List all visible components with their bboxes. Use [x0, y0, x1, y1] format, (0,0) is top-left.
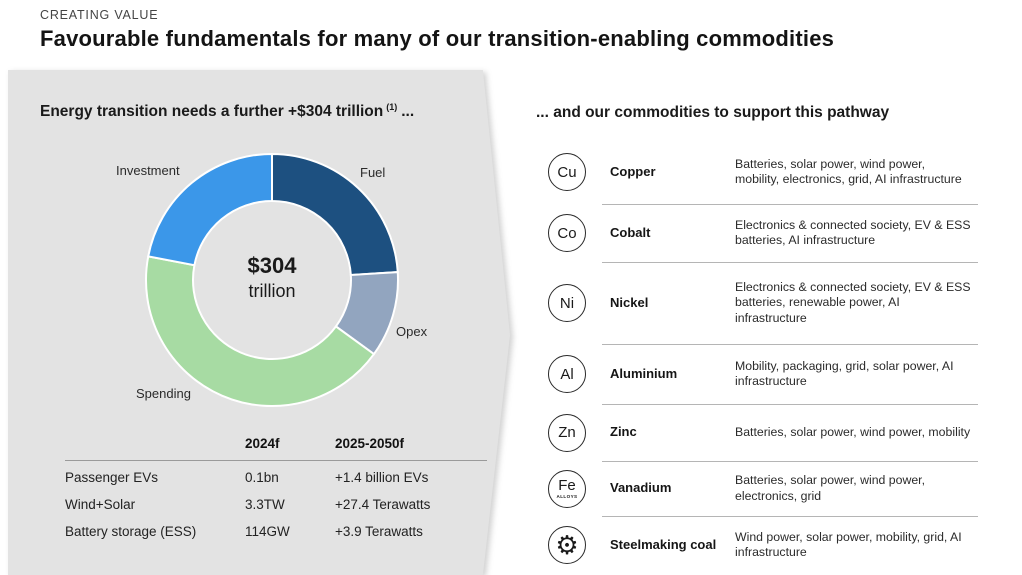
left-panel: Energy transition needs a further +$304 …	[8, 70, 510, 575]
commodity-description: Batteries, solar power, wind power, mobi…	[735, 156, 962, 186]
commodity-name: Copper	[610, 163, 656, 179]
eyebrow-label: CREATING VALUE	[40, 8, 159, 22]
forecast-table-header: 2024f 2025-2050f	[65, 430, 487, 461]
commodity-list: Cu Copper Batteries, solar power, wind p…	[536, 140, 988, 574]
table-cell-2024: 114GW	[245, 524, 290, 539]
element-badge-cu: Cu	[548, 153, 586, 191]
element-badge-zn: Zn	[548, 413, 586, 452]
commodity-row-aluminium: Al Aluminium Mobility, packaging, grid, …	[536, 344, 988, 404]
table-header-blank	[65, 435, 245, 452]
element-badge-co: Co	[548, 214, 586, 252]
segment-label-investment: Investment	[116, 163, 180, 178]
table-row: Battery storage (ESS) 114GW +3.9 Terawat…	[65, 518, 487, 545]
commodity-description: Mobility, packaging, grid, solar power, …	[735, 358, 954, 388]
donut-segment-investment	[147, 152, 273, 267]
left-heading-suffix: ...	[401, 103, 415, 121]
element-badge-fe-alloys: Fe ALLOYS	[548, 469, 586, 508]
commodity-row-vanadium: Fe ALLOYS Vanadium Batteries, solar powe…	[536, 461, 988, 516]
table-cell-label: Wind+Solar	[65, 497, 136, 512]
right-panel-heading: ... and our commodities to support this …	[536, 104, 890, 121]
commodity-name: Zinc	[610, 424, 637, 440]
page-title: Favourable fundamentals for many of our …	[40, 26, 835, 51]
donut-center-unit: trillion	[248, 281, 296, 301]
element-symbol-sub: ALLOYS	[556, 494, 578, 499]
donut-chart	[145, 152, 399, 408]
element-symbol: Fe	[558, 477, 576, 494]
commodity-row-zinc: Zn Zinc Batteries, solar power, wind pow…	[536, 404, 988, 461]
commodity-row-steelmaking-coal: ⚙ Steelmaking coal Wind power, solar pow…	[536, 516, 988, 574]
table-row: Wind+Solar 3.3TW +27.4 Terawatts	[65, 491, 487, 518]
commodity-name: Nickel	[610, 294, 649, 310]
table-header-2025-2050f: 2025-2050f	[335, 436, 405, 451]
steelmaking-gear-icon: ⚙	[548, 526, 586, 564]
table-cell-label: Passenger EVs	[65, 470, 159, 485]
element-symbol: Al	[560, 365, 574, 383]
donut-center-label: $304 trillion	[202, 253, 342, 302]
table-cell-label: Battery storage (ESS)	[65, 524, 197, 539]
element-badge-al: Al	[548, 355, 586, 393]
element-symbol: Ni	[559, 294, 575, 312]
commodity-description: Batteries, solar power, wind power, mobi…	[735, 424, 971, 439]
commodity-name: Cobalt	[610, 224, 651, 240]
commodity-row-cobalt: Co Cobalt Electronics & connected societ…	[536, 204, 988, 262]
table-cell-2050: +1.4 billion EVs	[335, 470, 429, 485]
left-panel-heading: Energy transition needs a further +$304 …	[40, 102, 414, 121]
commodity-row-copper: Cu Copper Batteries, solar power, wind p…	[536, 140, 988, 204]
left-heading-text: Energy transition needs a further +$304 …	[40, 103, 384, 121]
commodity-name: Aluminium	[610, 365, 678, 381]
commodity-description: Electronics & connected society, EV & ES…	[735, 217, 971, 247]
table-cell-2050: +27.4 Terawatts	[335, 497, 431, 512]
donut-segment-spending	[145, 255, 376, 408]
segment-label-fuel: Fuel	[360, 165, 386, 180]
donut-center-value: $304	[247, 253, 297, 278]
commodity-name: Steelmaking coal	[610, 536, 717, 552]
table-cell-2024: 3.3TW	[245, 497, 285, 512]
element-symbol: Co	[557, 224, 577, 242]
commodity-row-nickel: Ni Nickel Electronics & connected societ…	[536, 262, 988, 344]
gear-icon: ⚙	[555, 530, 579, 560]
segment-label-spending: Spending	[136, 386, 191, 401]
commodity-description: Wind power, solar power, mobility, grid,…	[735, 529, 962, 559]
segment-label-opex: Opex	[396, 324, 428, 339]
forecast-table: 2024f 2025-2050f Passenger EVs 0.1bn +1.…	[65, 430, 487, 545]
right-panel: ... and our commodities to support this …	[536, 104, 988, 574]
commodity-description: Electronics & connected society, EV & ES…	[735, 279, 971, 325]
table-cell-2050: +3.9 Terawatts	[335, 524, 423, 539]
commodity-name: Vanadium	[610, 480, 672, 496]
table-row: Passenger EVs 0.1bn +1.4 billion EVs	[65, 464, 487, 491]
left-panel-shape: Energy transition needs a further +$304 …	[8, 70, 510, 575]
footnote-marker: (1)	[386, 102, 398, 112]
table-cell-2024: 0.1bn	[245, 470, 279, 485]
table-header-2024f: 2024f	[245, 436, 280, 451]
element-symbol: Zn	[558, 424, 576, 441]
commodity-description: Batteries, solar power, wind power, elec…	[735, 473, 926, 503]
element-symbol: Cu	[557, 163, 577, 181]
element-badge-ni: Ni	[548, 284, 586, 322]
